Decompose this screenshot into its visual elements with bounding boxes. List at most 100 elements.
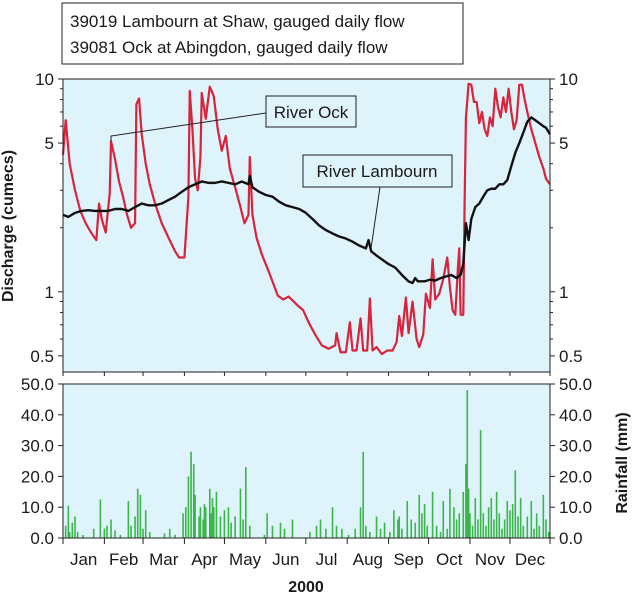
- rain-bar-14: [127, 501, 130, 538]
- rain-tick-label-right: 30.0: [559, 437, 592, 456]
- rain-tick-label-left: 10.0: [21, 498, 54, 517]
- rain-bar-116: [519, 497, 522, 538]
- rain-bar-114: [514, 470, 517, 538]
- rain-bar-11: [110, 519, 112, 538]
- rain-bar-34: [203, 504, 206, 538]
- rain-bar-83: [426, 525, 429, 538]
- series-line-ock: [61, 82, 551, 356]
- rain-bar-123: [542, 494, 545, 538]
- rain-bar-22: [163, 533, 166, 538]
- rain-bar-2: [68, 531, 71, 538]
- rain-bar-68: [369, 531, 371, 538]
- rain-bar-38: [211, 497, 214, 538]
- rain-bar-64: [354, 528, 356, 538]
- rain-bar-112: [509, 510, 511, 538]
- rain-bar-45: [234, 516, 236, 538]
- rain-tick-label-left: 40.0: [21, 406, 54, 425]
- ock-callout-label: River Ock: [274, 103, 349, 122]
- rain-bar-18: [139, 494, 142, 538]
- legend-box: [61, 2, 464, 65]
- rain-bar-89: [449, 488, 451, 538]
- rain-bar-60: [331, 507, 334, 538]
- flow-y-axis-title: Discharge (cumecs): [0, 150, 17, 302]
- rain-tick-label-right: 50.0: [559, 375, 592, 394]
- rain-bar-50: [263, 534, 266, 538]
- rain-bar-53: [279, 522, 282, 538]
- rain-bar-42: [223, 510, 226, 538]
- rain-bar-1: [67, 505, 70, 538]
- rain-bar-115: [517, 516, 519, 538]
- rain-bar-79: [414, 522, 417, 538]
- rain-bar-33: [202, 519, 204, 538]
- rain-bar-86: [439, 531, 442, 538]
- rain-panel-frame: [62, 383, 551, 539]
- month-label-aug: Aug: [353, 550, 383, 569]
- month-label-sep: Sep: [393, 550, 423, 569]
- rain-bar-32: [199, 507, 202, 538]
- rain-bar-29: [192, 464, 195, 538]
- month-label-may: May: [229, 550, 262, 569]
- rain-bar-99: [474, 497, 477, 538]
- month-label-mar: Mar: [149, 550, 179, 569]
- rain-bar-35: [204, 507, 207, 538]
- month-label-dec: Dec: [515, 550, 546, 569]
- ock-leader-line: [110, 112, 267, 142]
- rain-bar-125: [547, 531, 550, 538]
- rain-bar-51: [266, 513, 268, 538]
- rain-bar-56: [309, 531, 311, 538]
- month-label-feb: Feb: [109, 550, 138, 569]
- rain-bar-0: [64, 525, 67, 538]
- rain-bar-95: [466, 390, 469, 538]
- rain-bar-26: [184, 507, 187, 538]
- rain-bar-61: [335, 525, 338, 538]
- rain-bar-49: [248, 525, 251, 538]
- rain-bar-108: [498, 513, 501, 538]
- rain-bar-15: [130, 525, 132, 538]
- rain-bar-98: [471, 525, 474, 538]
- rain-bar-19: [142, 528, 144, 538]
- rain-bar-76: [401, 528, 403, 538]
- rain-bar-54: [283, 528, 286, 538]
- rain-bar-113: [511, 504, 514, 538]
- rain-bar-69: [375, 516, 378, 538]
- rain-tick-label-right: 0.0: [559, 529, 583, 548]
- rain-bar-121: [535, 513, 538, 538]
- flow-panel-background: [63, 79, 550, 372]
- rain-bar-87: [442, 501, 445, 538]
- rain-bar-30: [194, 494, 196, 538]
- rain-bar-65: [359, 507, 362, 538]
- rain-bar-101: [479, 430, 482, 538]
- rain-bar-72: [389, 531, 391, 538]
- lambourn-callout-box: [302, 154, 453, 188]
- rain-bar-96: [467, 488, 470, 538]
- rain-bar-84: [431, 491, 434, 538]
- rain-bar-75: [398, 516, 401, 538]
- rain-bar-16: [134, 516, 136, 538]
- flow-tick-label-right: 10: [559, 70, 578, 89]
- rain-bar-90: [453, 507, 455, 538]
- rain-bar-43: [227, 507, 230, 538]
- rain-bar-103: [485, 525, 487, 538]
- rain-bar-119: [530, 501, 533, 538]
- rain-bar-31: [198, 516, 200, 538]
- flow-tick-label-right: 1: [559, 283, 568, 302]
- month-label-apr: Apr: [191, 550, 218, 569]
- flow-tick-label-left: 0.5: [30, 347, 54, 366]
- flow-tick-label-right: 0.5: [559, 347, 583, 366]
- rain-bar-97: [469, 513, 471, 538]
- rain-bar-85: [435, 525, 438, 538]
- rain-bar-4: [74, 516, 76, 538]
- rain-bar-36: [208, 488, 211, 538]
- rain-bar-3: [71, 522, 74, 538]
- rain-bar-105: [490, 497, 493, 538]
- rain-bar-93: [462, 491, 465, 538]
- rain-bar-100: [477, 519, 479, 538]
- series-line-lambourn: [62, 116, 552, 285]
- rain-bar-6: [82, 534, 84, 538]
- rain-bar-73: [393, 510, 395, 538]
- rain-bar-66: [362, 451, 365, 538]
- rain-bar-74: [397, 519, 399, 538]
- rain-tick-label-left: 0.0: [30, 529, 54, 548]
- legend-line-lambourn: 39019 Lambourn at Shaw, gauged daily flo…: [70, 12, 405, 31]
